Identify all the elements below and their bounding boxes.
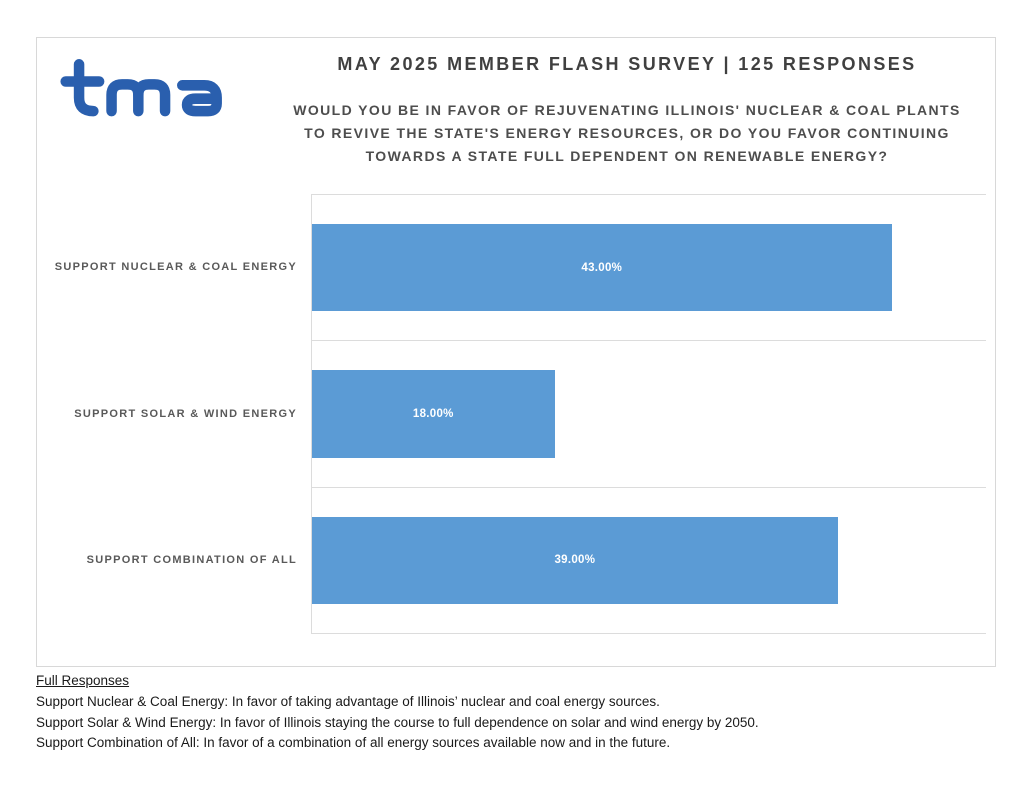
chart-subtitle: WOULD YOU BE IN FAVOR OF REJUVENATING IL…: [265, 99, 989, 168]
chart-subtitle-line-2: TO REVIVE THE STATE'S ENERGY RESOURCES, …: [304, 125, 950, 141]
tma-logo-icon: [60, 59, 222, 117]
category-label-combination: SUPPORT COMBINATION OF ALL: [86, 554, 297, 567]
category-axis-labels: SUPPORT NUCLEAR & COAL ENERGY SUPPORT SO…: [47, 194, 297, 634]
footnote-heading: Full Responses: [36, 673, 130, 688]
category-band: 39.00%: [312, 488, 986, 634]
category-label-solar-wind: SUPPORT SOLAR & WIND ENERGY: [74, 407, 297, 420]
chart-title: MAY 2025 MEMBER FLASH SURVEY | 125 RESPO…: [337, 54, 917, 74]
footnote-line-nuclear-coal: Support Nuclear & Coal Energy: In favor …: [36, 693, 660, 709]
footnote-line-solar-wind: Support Solar & Wind Energy: In favor of…: [36, 714, 759, 730]
chart-header: MAY 2025 MEMBER FLASH SURVEY | 125 RESPO…: [265, 54, 989, 168]
chart-subtitle-line-3: TOWARDS A STATE FULL DEPENDENT ON RENEWA…: [365, 148, 889, 164]
bar-value-label: 39.00%: [554, 554, 596, 567]
footnote-line-combination: Support Combination of All: In favor of …: [36, 735, 671, 751]
plot-area: 43.00% 18.00% 39.00%: [311, 194, 986, 634]
full-responses-footnote: Full Responses Support Nuclear & Coal En…: [36, 671, 816, 754]
survey-chart-frame: MAY 2025 MEMBER FLASH SURVEY | 125 RESPO…: [36, 37, 996, 667]
bar-value-label: 43.00%: [581, 261, 623, 274]
tma-logo: [59, 58, 231, 126]
bar-combination: 39.00%: [312, 516, 838, 604]
category-band: 18.00%: [312, 341, 986, 488]
bar-value-label: 18.00%: [412, 407, 454, 420]
category-band: 43.00%: [312, 195, 986, 342]
bar-solar-wind: 18.00%: [312, 370, 555, 458]
bar-nuclear-coal: 43.00%: [312, 224, 892, 312]
chart-subtitle-line-1: WOULD YOU BE IN FAVOR OF REJUVENATING IL…: [293, 102, 961, 118]
category-label-nuclear-coal: SUPPORT NUCLEAR & COAL ENERGY: [54, 260, 297, 273]
